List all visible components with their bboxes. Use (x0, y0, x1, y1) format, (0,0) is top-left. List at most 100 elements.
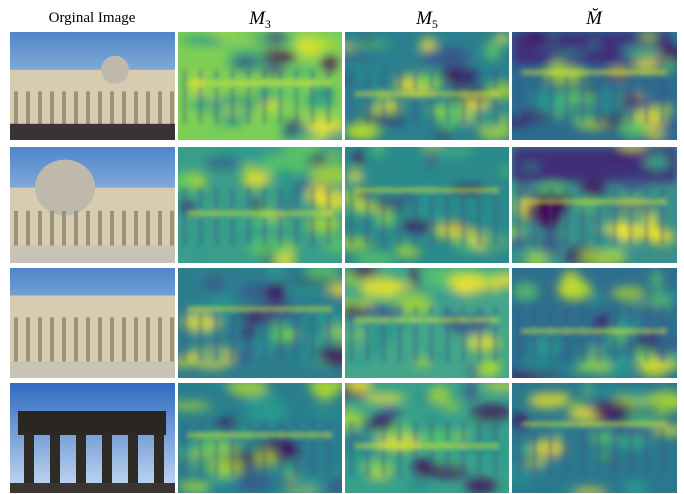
heat-stroke (613, 307, 616, 362)
heat-stroke (629, 422, 632, 477)
heat-stroke (350, 422, 353, 477)
gate-top (18, 411, 166, 435)
heat-stroke (382, 188, 385, 246)
heat-blob (465, 478, 498, 494)
heat-stroke (295, 307, 298, 362)
heat-blob (552, 50, 585, 58)
heat-blob (364, 393, 405, 403)
ground (10, 246, 175, 263)
heat-stroke (414, 188, 417, 246)
heat-blob (359, 465, 398, 473)
heat-stroke (581, 307, 584, 362)
heat-blob (448, 272, 490, 293)
heat-blob (284, 197, 294, 205)
heatmap (178, 25, 360, 149)
heat-blob (589, 229, 617, 251)
heat-stroke (462, 307, 465, 362)
column-header: M3 (248, 8, 271, 31)
heat-blob (357, 41, 390, 47)
heat-stroke (629, 70, 632, 124)
heat-blob (368, 342, 383, 356)
heat-blob (301, 140, 315, 156)
heat-blob (368, 106, 384, 114)
figure: Orginal Image M3 M5 M̆ (0, 0, 684, 494)
heat-blob (649, 152, 667, 171)
heat-stroke (494, 422, 497, 477)
heat-blob (436, 130, 453, 138)
dome (101, 56, 129, 84)
heatmap (160, 138, 356, 269)
heat-band (355, 188, 499, 193)
heat-stroke (661, 70, 664, 124)
heat-stroke (565, 70, 568, 124)
heat-blob (525, 253, 550, 267)
heat-blob (348, 122, 376, 141)
heat-blob (550, 60, 564, 69)
ground (10, 124, 175, 140)
heat-stroke (247, 422, 250, 477)
heat-blob (336, 440, 380, 460)
heat-stroke (398, 307, 401, 362)
heat-band (522, 329, 667, 334)
heat-blob (246, 236, 289, 257)
heat-blob (304, 263, 341, 280)
heatmap (492, 31, 684, 140)
heat-blob (425, 415, 447, 426)
heat-blob (524, 32, 551, 44)
heat-blob (376, 211, 399, 225)
heat-band (188, 81, 332, 86)
symbol: M (415, 8, 433, 29)
heat-blob (429, 386, 451, 405)
heatmap (333, 32, 520, 141)
heat-stroke (183, 188, 186, 246)
subscript: 5 (432, 17, 438, 31)
heat-blob (298, 475, 322, 487)
heat-stroke (327, 70, 330, 124)
heat-stroke (414, 70, 417, 124)
heat-blob (618, 144, 647, 151)
heatmap (169, 376, 354, 494)
heat-stroke (311, 307, 314, 362)
heat-blob (180, 36, 226, 46)
heat-stroke (247, 70, 250, 124)
heat-stroke (366, 422, 369, 477)
heat-blob (652, 425, 684, 435)
heat-stroke (366, 307, 369, 362)
heat-blob (228, 378, 268, 396)
heat-stroke (565, 422, 568, 477)
heat-blob (637, 361, 677, 369)
heat-blob (372, 139, 383, 156)
heat-stroke (645, 188, 648, 246)
heat-stroke (430, 188, 433, 246)
heat-blob (283, 460, 296, 475)
subscript: 3 (265, 17, 271, 31)
heat-stroke (517, 422, 520, 477)
heatmap (503, 383, 684, 494)
heat-stroke (517, 188, 520, 246)
heat-stroke (581, 70, 584, 124)
heat-blob (611, 287, 646, 300)
heat-blob (291, 130, 318, 139)
heat-blob (594, 387, 632, 398)
heat-band (355, 91, 499, 96)
ground (10, 483, 175, 493)
heat-stroke (350, 70, 353, 124)
photo (10, 383, 175, 493)
heat-blob (645, 105, 675, 115)
heat-stroke (199, 70, 202, 124)
heat-stroke (183, 307, 186, 362)
heat-stroke (263, 307, 266, 362)
heat-stroke (183, 422, 186, 477)
heat-stroke (215, 307, 218, 362)
heat-blob (250, 218, 292, 227)
heat-blob (314, 384, 336, 400)
heat-blob (302, 40, 341, 47)
heat-stroke (414, 422, 417, 477)
heat-blob (528, 393, 569, 409)
heat-stroke (613, 70, 616, 124)
heat-stroke (183, 70, 186, 124)
heat-band (522, 422, 667, 427)
heat-blob (347, 377, 372, 394)
heat-blob (320, 54, 338, 72)
heat-blob (653, 411, 671, 417)
